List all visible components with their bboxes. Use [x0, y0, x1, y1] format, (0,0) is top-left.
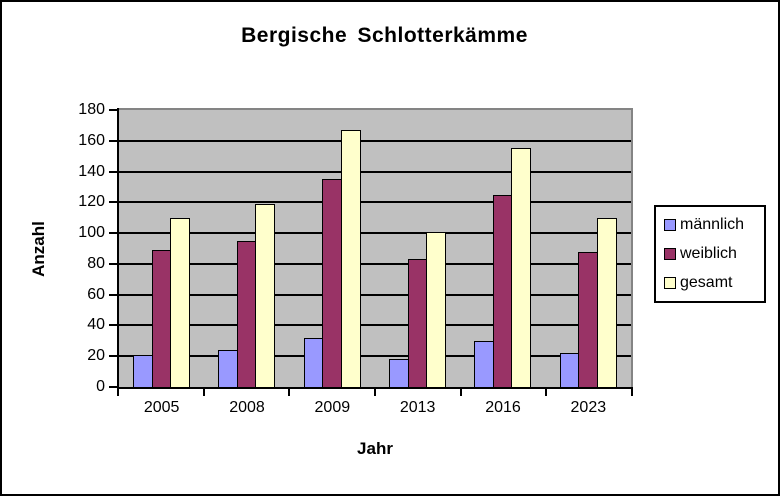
bar-weiblich-2013: [407, 259, 428, 387]
y-axis-tick-label: 180: [78, 101, 105, 118]
y-axis-title: Anzahl: [29, 221, 48, 277]
y-axis-tick-label: 120: [78, 193, 105, 210]
plot-border-top: [117, 108, 633, 110]
gridline: [119, 324, 631, 326]
x-axis-tick-label: 2016: [485, 399, 521, 416]
bar-gesamt-2016: [511, 148, 532, 387]
x-axis-tick-label: 2023: [570, 399, 607, 416]
y-axis-tick: [109, 386, 117, 388]
y-axis-tick-label: 80: [87, 255, 105, 272]
plot-border-right: [631, 108, 633, 389]
gridline: [119, 263, 631, 265]
bar-weiblich-2016: [492, 195, 513, 387]
gridline: [119, 232, 631, 234]
y-axis-tick: [109, 355, 117, 357]
bar-gesamt-2005: [170, 218, 191, 387]
gridline: [119, 171, 631, 173]
x-axis-tick: [460, 389, 462, 396]
x-axis-tick: [374, 389, 376, 396]
bar-group-2009: [290, 110, 375, 387]
bar-gesamt-2009: [340, 130, 361, 387]
y-axis-line: [117, 108, 119, 389]
y-axis-tick-label: 20: [87, 347, 105, 364]
bar-group-2005: [119, 110, 204, 387]
bar-mannlich-2005: [133, 355, 154, 387]
gridline: [119, 140, 631, 142]
bar-gesamt-2008: [255, 204, 276, 387]
legend-label-mannlich: männlich: [680, 216, 745, 234]
y-axis-tick: [109, 324, 117, 326]
bar-mannlich-2013: [389, 359, 410, 387]
y-axis-tick: [109, 171, 117, 173]
bar-gesamt-2013: [426, 232, 447, 387]
x-axis-tick-label: 2008: [229, 399, 265, 416]
legend: männlich weiblich gesamt: [654, 205, 766, 303]
bar-group-2023: [546, 110, 631, 387]
y-axis-tick: [109, 201, 117, 203]
y-axis-tick-label: 160: [78, 132, 105, 149]
legend-swatch-mannlich: [664, 219, 676, 232]
y-axis-tick-label: 40: [87, 316, 105, 333]
y-axis-tick: [109, 294, 117, 296]
y-axis-tick: [109, 109, 117, 111]
gridline: [119, 294, 631, 296]
y-axis-tick: [109, 263, 117, 265]
bar-mannlich-2023: [559, 353, 580, 387]
legend-item-weiblich: weiblich: [664, 245, 764, 263]
legend-label-gesamt: gesamt: [680, 273, 733, 291]
legend-item-mannlich: männlich: [664, 216, 764, 234]
bar-mannlich-2009: [303, 338, 324, 387]
x-axis-tick-label: 2009: [314, 399, 351, 416]
legend-swatch-weiblich: [664, 247, 676, 260]
y-axis-tick-label: 100: [78, 224, 105, 241]
bar-weiblich-2009: [322, 179, 343, 387]
y-axis-tick: [109, 232, 117, 234]
bar-mannlich-2008: [218, 350, 239, 387]
bar-group-2016: [460, 110, 545, 387]
x-axis-tick-label: 2013: [399, 399, 436, 416]
bar-mannlich-2016: [474, 341, 495, 387]
bar-group-2008: [204, 110, 289, 387]
y-axis-tick-label: 0: [96, 378, 105, 395]
bar-weiblich-2008: [236, 241, 257, 387]
y-axis-tick-label: 60: [87, 286, 105, 303]
chart-title: Bergische Schlotterkämme: [241, 24, 528, 47]
x-axis-tick-label: 2005: [143, 399, 180, 416]
legend-item-gesamt: gesamt: [664, 274, 764, 292]
legend-label-weiblich: weiblich: [680, 244, 737, 262]
x-axis-tick: [117, 389, 119, 396]
bar-weiblich-2023: [578, 252, 599, 387]
bar-group-2013: [375, 110, 460, 387]
bar-weiblich-2005: [151, 250, 172, 387]
x-axis-title: Jahr: [357, 439, 393, 458]
y-axis-tick-label: 140: [78, 163, 105, 180]
x-axis-tick: [545, 389, 547, 396]
gridline: [119, 201, 631, 203]
x-axis-tick: [631, 389, 633, 396]
plot-area: [119, 110, 631, 387]
x-axis-tick: [288, 389, 290, 396]
x-axis-line: [117, 387, 633, 389]
x-axis-tick: [203, 389, 205, 396]
bar-gesamt-2023: [596, 218, 617, 387]
y-axis-tick: [109, 140, 117, 142]
gridline: [119, 355, 631, 357]
legend-swatch-gesamt: [664, 276, 676, 289]
